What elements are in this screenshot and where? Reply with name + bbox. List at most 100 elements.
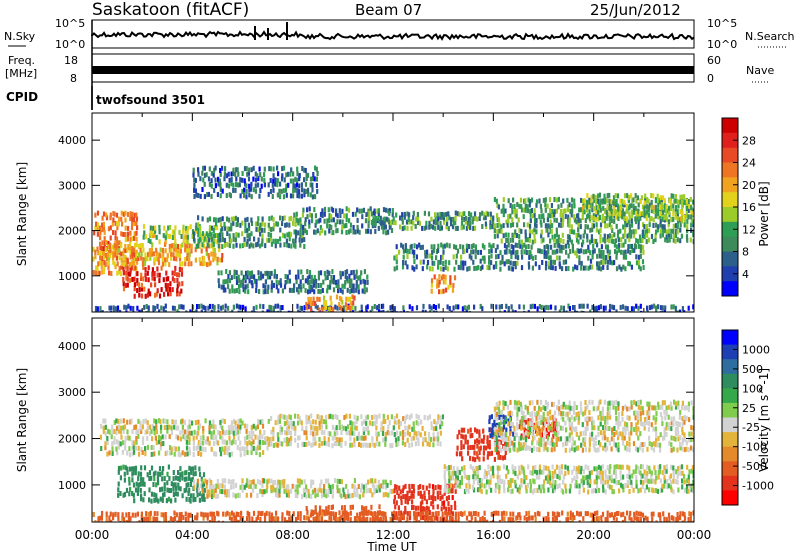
cell bbox=[97, 232, 99, 237]
cell bbox=[534, 208, 536, 213]
cell bbox=[525, 420, 527, 425]
cell bbox=[299, 243, 301, 248]
cell bbox=[428, 506, 430, 511]
cell bbox=[201, 479, 203, 484]
cell bbox=[574, 447, 576, 452]
cell bbox=[387, 493, 389, 498]
cell bbox=[413, 489, 415, 494]
cell bbox=[531, 245, 533, 250]
cell bbox=[167, 276, 169, 281]
cell bbox=[198, 467, 200, 472]
cell bbox=[115, 230, 117, 235]
cell bbox=[591, 400, 593, 405]
cell bbox=[393, 499, 395, 504]
cell bbox=[453, 267, 455, 272]
cell bbox=[627, 306, 629, 311]
cell bbox=[495, 304, 497, 309]
cell bbox=[318, 443, 320, 448]
cell bbox=[278, 189, 280, 194]
cell bbox=[555, 266, 557, 271]
cell bbox=[197, 451, 199, 456]
cell bbox=[124, 218, 126, 223]
cell bbox=[126, 420, 128, 425]
cell bbox=[691, 431, 693, 436]
cell bbox=[476, 466, 478, 471]
cell bbox=[189, 424, 191, 429]
cell bbox=[157, 273, 159, 278]
cell bbox=[215, 435, 217, 440]
cell bbox=[385, 492, 387, 497]
cell bbox=[499, 475, 501, 480]
cell bbox=[406, 264, 408, 269]
cell bbox=[343, 223, 345, 228]
cell bbox=[474, 439, 476, 444]
cell bbox=[540, 420, 542, 425]
cell bbox=[244, 289, 246, 294]
cell bbox=[222, 237, 224, 242]
cell bbox=[221, 447, 223, 452]
cell bbox=[435, 311, 437, 316]
cell bbox=[447, 501, 449, 506]
cell bbox=[488, 260, 490, 265]
cell bbox=[368, 488, 370, 493]
cell bbox=[310, 494, 312, 499]
cell bbox=[344, 505, 346, 510]
cell bbox=[178, 282, 180, 287]
cell bbox=[142, 424, 144, 429]
cell bbox=[209, 166, 211, 171]
cell bbox=[262, 222, 264, 227]
cell bbox=[420, 420, 422, 425]
cell bbox=[523, 214, 525, 219]
cell bbox=[475, 249, 477, 254]
cell bbox=[131, 225, 133, 230]
cell bbox=[224, 440, 226, 445]
cell bbox=[581, 261, 583, 266]
cell bbox=[382, 437, 384, 442]
cell bbox=[314, 301, 316, 306]
cell bbox=[275, 304, 277, 309]
cell bbox=[638, 255, 640, 260]
cell bbox=[448, 495, 450, 500]
cell bbox=[263, 228, 265, 233]
cell bbox=[441, 506, 443, 511]
cell bbox=[558, 243, 560, 248]
cell bbox=[600, 304, 602, 309]
cell bbox=[500, 417, 502, 422]
cell bbox=[365, 488, 367, 493]
cell bbox=[399, 225, 401, 230]
cell bbox=[248, 223, 250, 228]
cell bbox=[182, 493, 184, 498]
cell bbox=[138, 452, 140, 457]
cell bbox=[548, 305, 550, 310]
cell bbox=[647, 310, 649, 315]
cell bbox=[621, 211, 623, 216]
cell bbox=[197, 215, 199, 220]
cell bbox=[354, 306, 356, 311]
cell bbox=[432, 225, 434, 230]
cell bbox=[295, 230, 297, 235]
cell bbox=[618, 412, 620, 417]
cell bbox=[174, 498, 176, 503]
cell bbox=[129, 467, 131, 472]
cell bbox=[120, 441, 122, 446]
cell bbox=[464, 305, 466, 310]
cell bbox=[117, 493, 119, 498]
cell bbox=[321, 441, 323, 446]
cell bbox=[129, 487, 131, 492]
cell bbox=[125, 305, 127, 310]
cell bbox=[105, 253, 107, 258]
cell bbox=[182, 450, 184, 455]
cell bbox=[424, 415, 426, 420]
cell bbox=[120, 271, 122, 276]
cell bbox=[407, 431, 409, 436]
cell bbox=[161, 470, 163, 475]
cell bbox=[140, 488, 142, 493]
cell bbox=[378, 208, 380, 213]
cell bbox=[635, 254, 637, 259]
cell bbox=[350, 279, 352, 284]
cell bbox=[527, 204, 529, 209]
cell bbox=[599, 193, 601, 198]
cell bbox=[176, 288, 178, 293]
cell bbox=[660, 432, 662, 437]
cell bbox=[528, 244, 530, 249]
